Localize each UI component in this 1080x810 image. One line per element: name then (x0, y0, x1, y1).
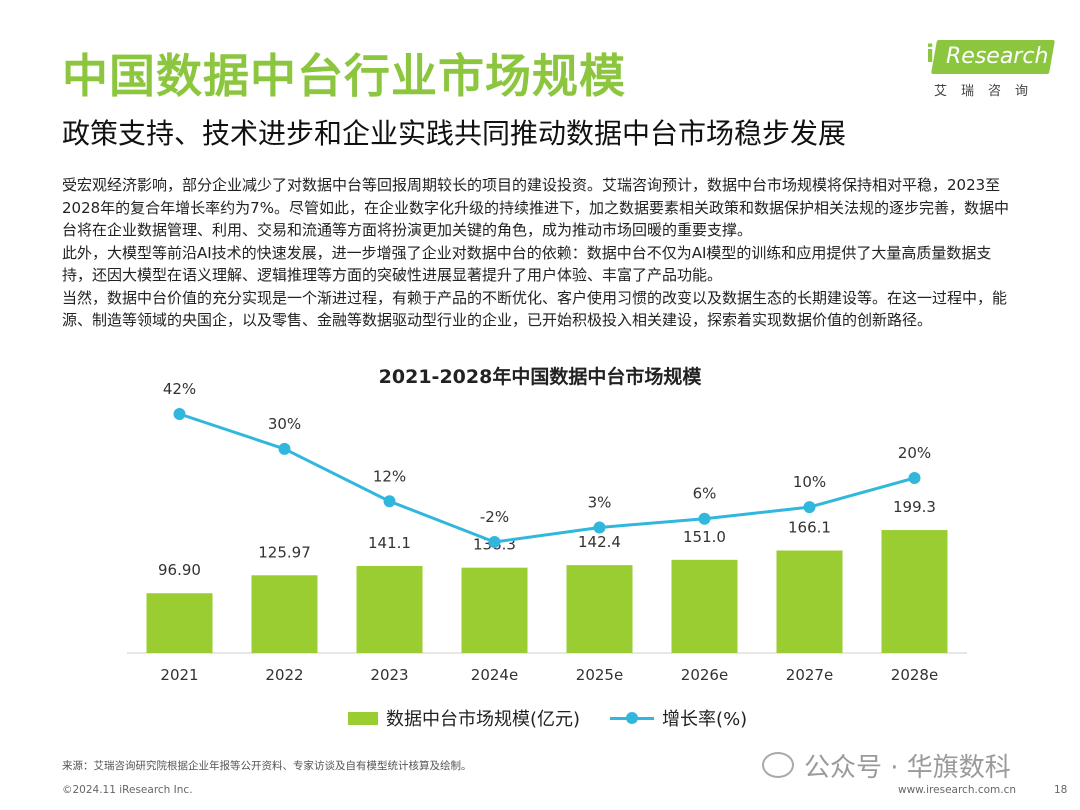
copyright: ©2024.11 iResearch Inc. (62, 784, 193, 796)
bar (356, 565, 423, 653)
legend-item-market-size: 数据中台市场规模(亿元) (348, 705, 580, 731)
growth-rate-label: 42% (163, 380, 196, 398)
legend-line-swatch (610, 711, 655, 725)
bar-value-label: 151.0 (683, 528, 726, 546)
growth-rate-label: -2% (480, 508, 509, 526)
bar-value-label: 199.3 (893, 498, 936, 516)
wechat-icon (762, 752, 794, 778)
chart-title: 2021-2028年中国数据中台市场规模 (378, 366, 702, 388)
bar (881, 530, 948, 653)
legend-label: 增长率(%) (662, 709, 748, 730)
page-subtitle: 政策支持、技术进步和企业实践共同推动数据中台市场稳步发展 (62, 117, 847, 150)
legend-bar-swatch (348, 711, 378, 725)
watermark-text: 公众号 · 华旗数科 (804, 752, 1011, 783)
bar-value-label: 125.97 (258, 543, 311, 561)
source-note: 来源：艾瑞咨询研究院根据企业年报等公开资料、专家访谈及自有模型统计核算及绘制。 (62, 760, 472, 772)
growth-rate-point (593, 521, 606, 534)
bar (671, 559, 738, 653)
growth-rate-point (383, 495, 396, 508)
legend-label: 数据中台市场规模(亿元) (386, 709, 581, 730)
bar-value-label: 142.4 (578, 533, 621, 551)
growth-rate-point (908, 472, 921, 484)
bar (566, 565, 633, 653)
logo-i: i (926, 40, 935, 68)
bar-value-label: 166.1 (788, 519, 831, 537)
growth-rate-point (698, 512, 711, 525)
x-tick-label: 2024e (471, 666, 518, 684)
growth-rate-point (803, 501, 816, 514)
growth-rate-label: 12% (373, 467, 406, 485)
growth-rate-point (488, 536, 501, 548)
x-tick-label: 2021 (160, 666, 198, 684)
bar (251, 575, 318, 653)
growth-rate-point (173, 408, 186, 420)
bar (146, 593, 213, 653)
logo-chinese-name: 艾瑞咨询 (934, 84, 1043, 99)
growth-rate-label: 3% (588, 493, 612, 511)
x-tick-label: 2023 (370, 666, 408, 684)
growth-rate-label: 10% (793, 473, 826, 491)
website: www.iresearch.com.cn (898, 784, 1017, 796)
bar-value-label: 141.1 (368, 534, 411, 552)
watermark: 公众号 · 华旗数科 (762, 748, 1011, 783)
paragraph: 受宏观经济影响，部分企业减少了对数据中台等回报周期较长的项目的建设投资。艾瑞咨询… (62, 176, 1009, 239)
legend-item-growth-rate: 增长率(%) (610, 705, 747, 731)
bar (776, 550, 843, 653)
body-text: 受宏观经济影响，部分企业减少了对数据中台等回报周期较长的项目的建设投资。艾瑞咨询… (62, 174, 1012, 332)
x-tick-label: 2022 (265, 666, 303, 684)
bar (461, 567, 528, 653)
growth-rate-label: 20% (898, 444, 931, 462)
x-tick-label: 2028e (891, 666, 938, 684)
growth-rate-line (179, 412, 915, 544)
x-tick-label: 2026e (681, 666, 728, 684)
x-tick-label: 2025e (576, 666, 623, 684)
growth-rate-label: 6% (693, 485, 717, 503)
logo-name: Research (946, 44, 1049, 69)
growth-rate-point (278, 442, 291, 455)
page-title: 中国数据中台行业市场规模 (62, 49, 626, 103)
iresearch-logo: i Research 艾瑞咨询 (916, 36, 1056, 102)
chart-legend: 数据中台市场规模(亿元) 增长率(%) (348, 706, 777, 730)
growth-rate-label: 30% (268, 415, 301, 433)
page-number: 18 (1054, 784, 1068, 796)
x-tick-label: 2027e (786, 666, 833, 684)
bar-value-label: 96.90 (158, 561, 201, 579)
paragraph: 当然，数据中台价值的充分实现是一个渐进过程，有赖于产品的不断优化、客户使用习惯的… (62, 288, 1008, 330)
paragraph: 此外，大模型等前沿AI技术的快速发展，进一步增强了企业对数据中台的依赖：数据中台… (62, 243, 992, 285)
